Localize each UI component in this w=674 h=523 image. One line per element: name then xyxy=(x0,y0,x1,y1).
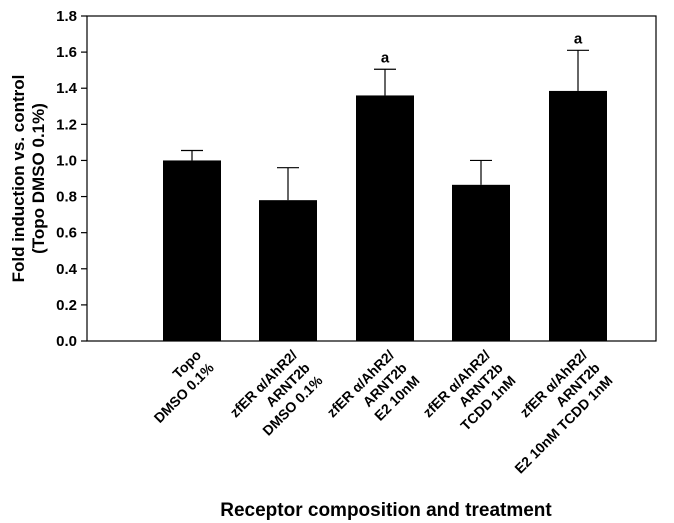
x-category-label: zfER α/AhR2/ARNT2bE2 10nM xyxy=(324,347,423,446)
x-category-label: TopoDMSO 0.1% xyxy=(138,346,217,425)
x-axis-title: Receptor composition and treatment xyxy=(220,500,552,521)
y-axis-title-line-1: Fold induction vs. control xyxy=(9,75,28,283)
y-tick-label: 1.0 xyxy=(56,152,77,169)
bar xyxy=(356,95,414,341)
significance-label: a xyxy=(574,30,583,47)
bar xyxy=(452,184,510,341)
y-tick-label: 1.4 xyxy=(56,80,78,97)
plot-area: 0.0 0.2 0.4 0.6 0.8 1.0 1.2 1.4 1.6 1.8 TopoDMSO 0… xyxy=(56,8,657,477)
significance-label: a xyxy=(381,49,390,66)
bar xyxy=(549,90,607,341)
y-tick-label: 0.8 xyxy=(56,189,77,206)
y-tick-label: 0.4 xyxy=(56,261,78,278)
y-tick-label: 1.8 xyxy=(56,8,77,25)
x-category-label: zfER α/AhR2/ARNT2bDMSO 0.1% xyxy=(227,346,326,445)
x-category-label: zfER α/AhR2/ARNT2bE2 10nM TCDD 1nM xyxy=(486,347,616,477)
y-tick-label: 0.2 xyxy=(56,297,77,314)
bar xyxy=(259,200,317,341)
x-category-label: zfER α/AhR2/ARNT2bTCDD 1nM xyxy=(420,347,519,446)
y-tick-label: 1.6 xyxy=(56,44,77,61)
y-tick-label: 0.6 xyxy=(56,225,77,242)
bar xyxy=(163,160,221,341)
y-axis-title-line-2: (Topo DMSO 0.1%) xyxy=(29,103,48,254)
y-tick-label: 0.0 xyxy=(56,333,77,350)
y-tick-label: 1.2 xyxy=(56,116,77,133)
